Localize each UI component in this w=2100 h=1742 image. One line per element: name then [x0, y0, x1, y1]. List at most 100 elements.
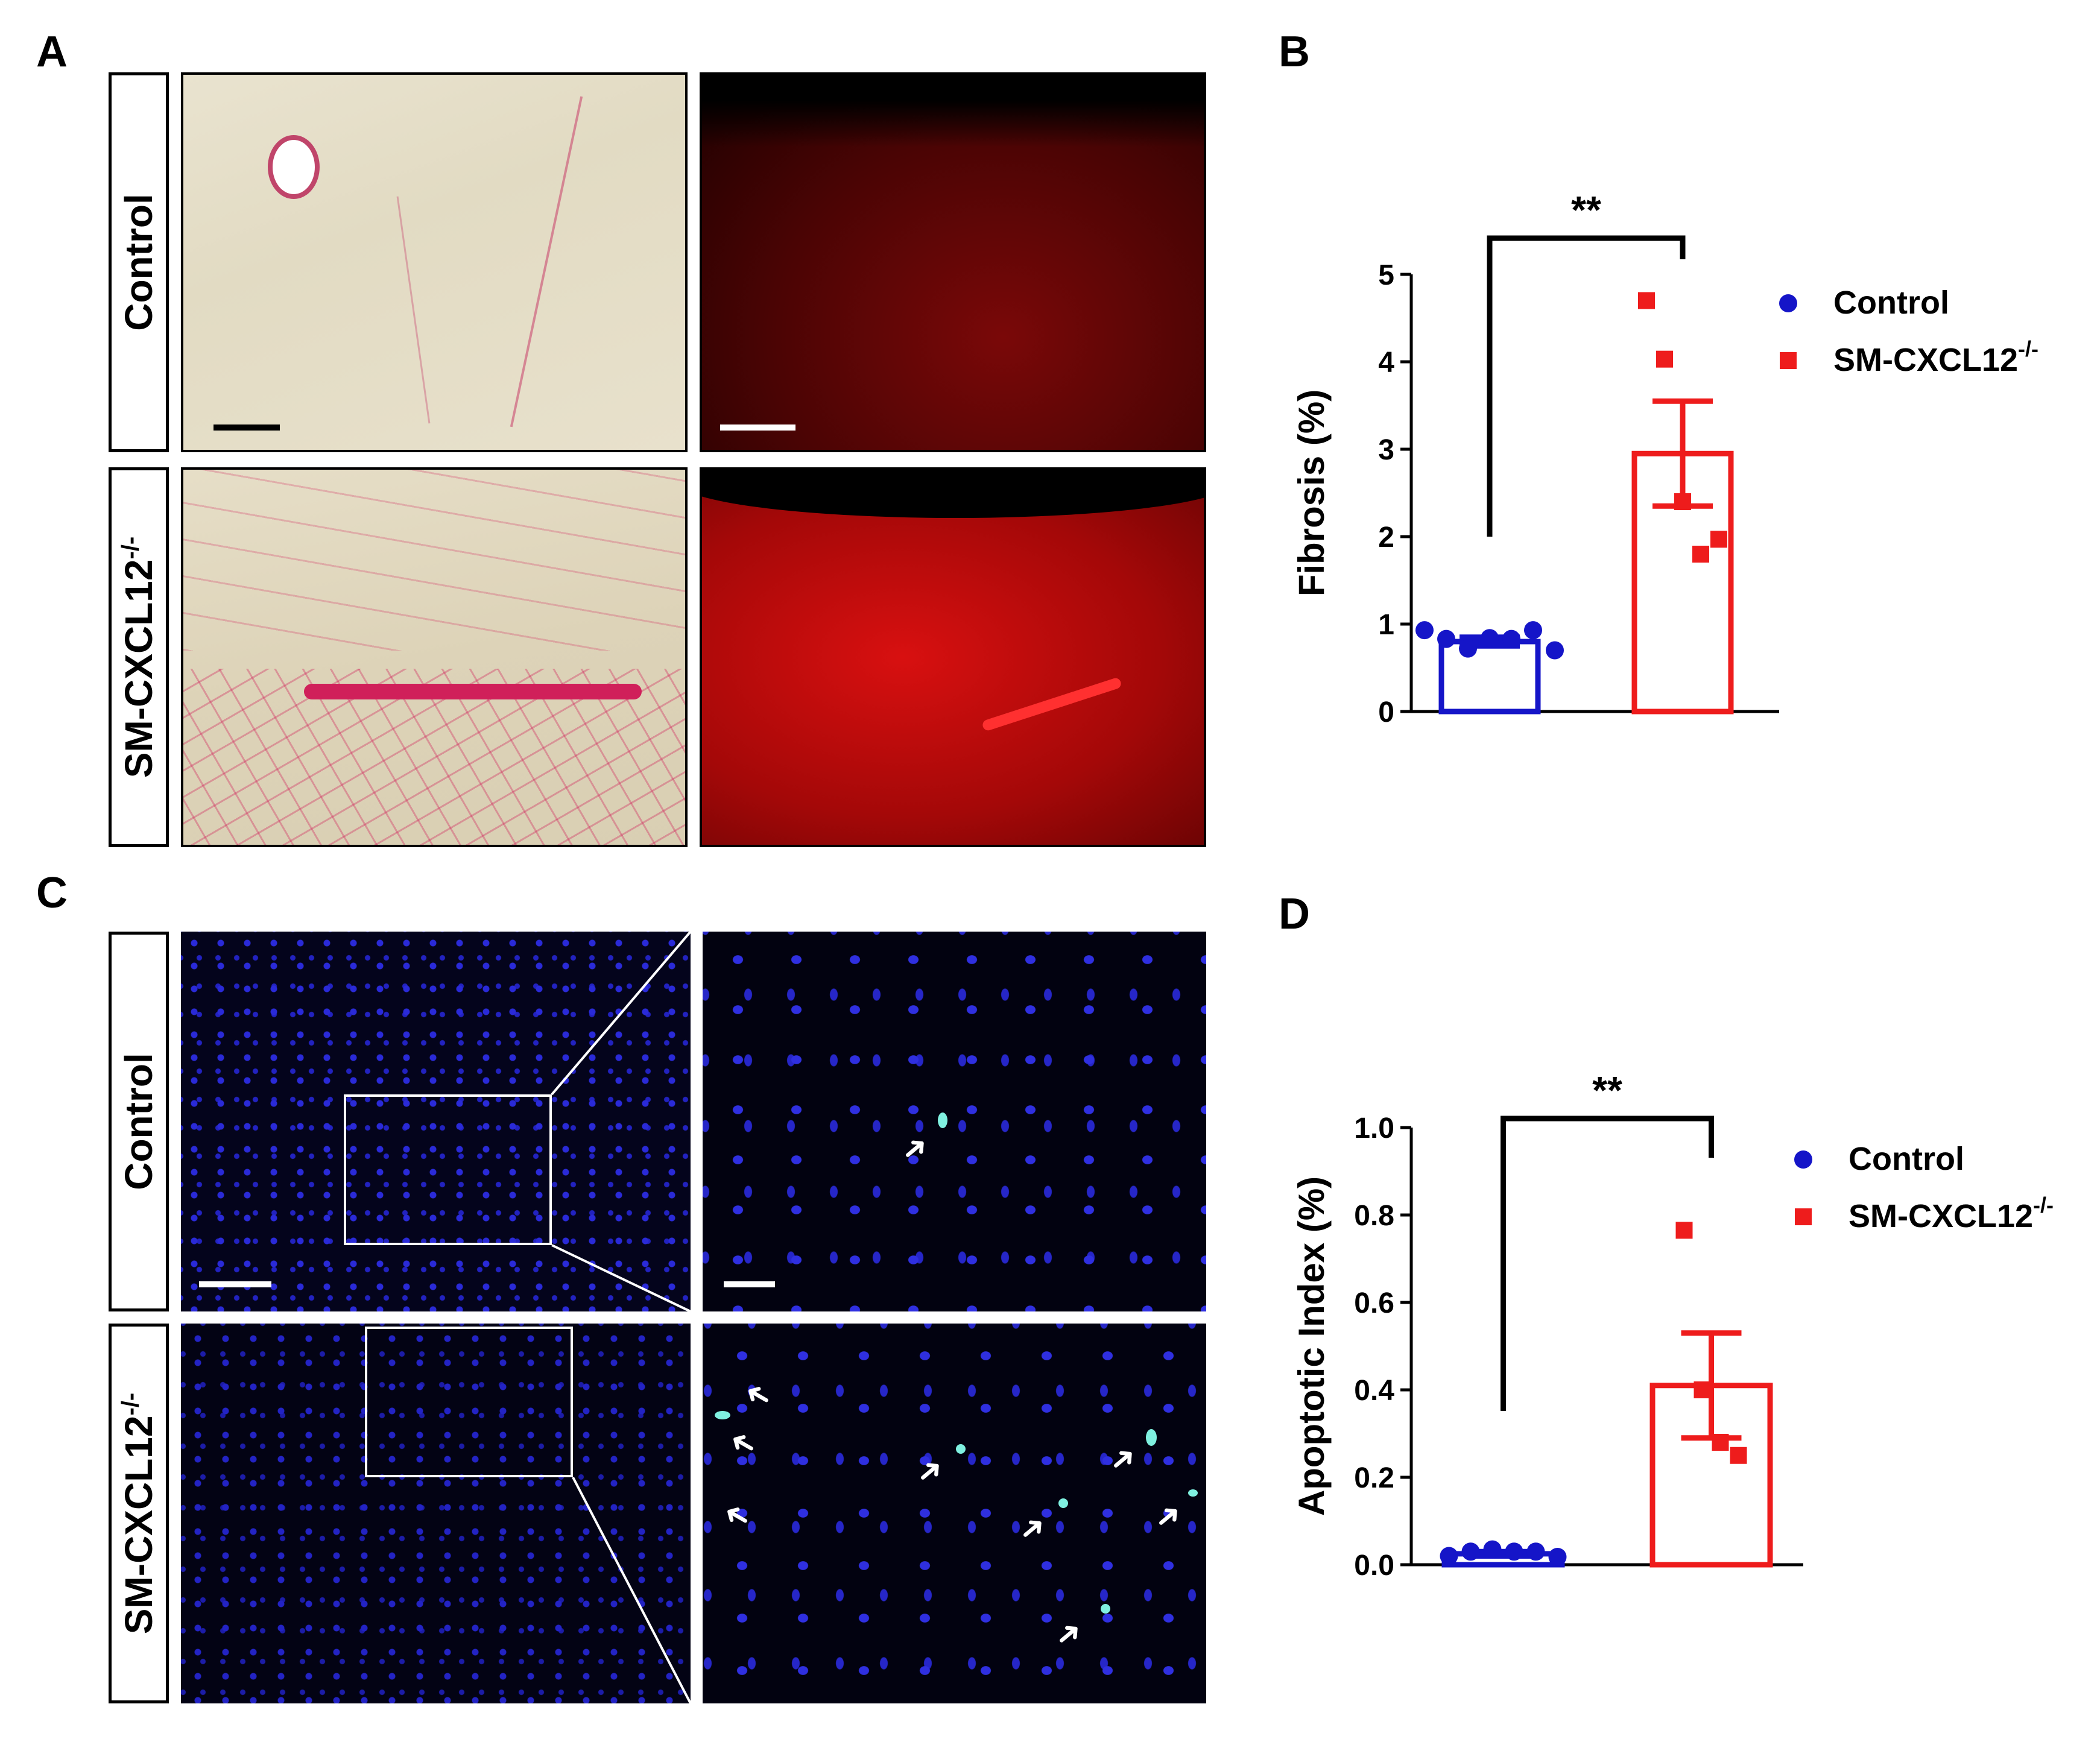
arrow-icon: ➜ [723, 1422, 764, 1466]
arrow-icon: ➜ [1011, 1506, 1054, 1551]
fibrosis-band [304, 684, 642, 699]
y-tick-label: 4 [1378, 347, 1394, 379]
panel-label-a: A [36, 28, 68, 76]
row-label-knockout-c: SM-CXCL12-/- [109, 1324, 169, 1703]
row-label-control-a: Control [109, 72, 169, 452]
data-point-knockout [1710, 531, 1727, 548]
legend-marker-knockout [1795, 1208, 1812, 1225]
y-tick-label: 0.4 [1354, 1375, 1394, 1407]
y-tick-label: 0.2 [1354, 1462, 1394, 1494]
scale-bar [720, 424, 795, 431]
y-tick-label: 1.0 [1354, 1112, 1394, 1144]
legend-label-knockout: SM-CXCL12-/- [1833, 336, 2038, 378]
fibrosis-band [183, 470, 685, 651]
significance-bracket [1487, 235, 1686, 537]
data-point-control [1546, 641, 1564, 660]
data-point-control [1524, 621, 1542, 640]
row-label-text: SM-CXCL12-/- [117, 1392, 160, 1635]
arrow-icon: ➜ [716, 1494, 757, 1539]
y-tick-label: 5 [1378, 259, 1394, 291]
legend-label-knockout: SM-CXCL12-/- [1849, 1193, 2054, 1234]
panel-label-d: D [1279, 890, 1310, 938]
tissue-edge [702, 75, 1204, 147]
tunel-positive-nucleus [1188, 1489, 1198, 1497]
data-point-control [1481, 629, 1499, 648]
fibrosis-band [183, 669, 685, 845]
tissue-edge [702, 470, 1204, 518]
row-label-text: SM-CXCL12-/- [117, 536, 160, 778]
legend-superscript: -/- [2018, 336, 2038, 361]
legend-label-control: Control [1833, 285, 1949, 321]
data-point-control [1483, 1540, 1502, 1559]
legend-superscript: -/- [2033, 1193, 2054, 1217]
legend-label-control: Control [1849, 1141, 1964, 1177]
vessel-icon [268, 135, 320, 199]
data-point-control [1440, 1547, 1458, 1565]
row-label-control-c: Control [109, 932, 169, 1311]
data-point-knockout [1674, 493, 1691, 510]
data-point-control [1505, 1542, 1523, 1561]
significance-label: ** [1571, 188, 1601, 232]
data-point-control [1437, 630, 1455, 648]
data-point-knockout [1656, 350, 1673, 368]
fibre-streak [510, 96, 583, 428]
zoom-box [365, 1327, 573, 1477]
micrograph-a-knockout-picrosirius [181, 467, 688, 847]
fibrosis-band [981, 677, 1122, 732]
micrograph-c-knockout-zoom: ➜ ➜ ➜ ➜ ➜ ➜ ➜ ➜ [703, 1324, 1206, 1703]
micrograph-c-knockout-overview [181, 1324, 691, 1703]
arrow-icon: ➜ [908, 1449, 952, 1494]
data-point-knockout [1694, 1381, 1711, 1398]
data-point-knockout [1730, 1447, 1747, 1464]
tunel-positive-nucleus [956, 1444, 966, 1454]
fibre-streak [396, 196, 431, 424]
data-point-control [1526, 1542, 1545, 1561]
bar-control [1438, 639, 1541, 715]
row-label-text: Control [117, 194, 160, 331]
zoom-box [344, 1094, 552, 1245]
y-tick-label: 0 [1378, 696, 1394, 728]
micrograph-a-control-picrosirius [181, 72, 688, 452]
legend-marker-control [1779, 294, 1797, 312]
data-point-knockout [1638, 292, 1655, 309]
y-axis-label: Fibrosis (%) [1291, 390, 1332, 596]
y-tick-label: 0.0 [1354, 1550, 1394, 1582]
data-point-knockout [1712, 1434, 1729, 1451]
arrow-icon: ➜ [1101, 1437, 1145, 1482]
scale-bar [724, 1281, 775, 1287]
y-tick-label: 0.6 [1354, 1287, 1394, 1319]
y-tick-label: 2 [1378, 522, 1394, 554]
tunel-positive-nucleus [715, 1411, 730, 1419]
tunel-positive-nucleus [1146, 1429, 1157, 1446]
micrograph-a-knockout-fluorescence [700, 467, 1206, 847]
data-point-knockout [1675, 1222, 1693, 1239]
data-point-control [1459, 639, 1477, 658]
arrow-icon: ➜ [1146, 1494, 1190, 1539]
chart-apoptotic-index: 0.0 0.2 0.4 0.6 0.8 1.0 Apoptotic Index (%) ** C… [1291, 1068, 2054, 1582]
micrograph-c-control-overview [181, 932, 691, 1311]
tunel-positive-nucleus [1101, 1604, 1110, 1614]
panel-label-b: B [1279, 28, 1310, 76]
chart-fibrosis: 0 1 2 3 4 5 Fibrosis (%) ** Control SM-CXCL12-/- [1291, 188, 2038, 728]
arrow-icon: ➜ [893, 1126, 937, 1171]
tunel-positive-nucleus [1058, 1498, 1068, 1508]
arrow-icon: ➜ [1047, 1612, 1090, 1656]
bar-knockout [1649, 1383, 1773, 1568]
scale-bar [213, 424, 280, 431]
data-point-control [1415, 621, 1434, 640]
y-axis-label: Apoptotic Index (%) [1291, 1176, 1332, 1516]
significance-bracket [1501, 1116, 1714, 1411]
data-point-control [1548, 1547, 1567, 1566]
y-tick-label: 3 [1378, 434, 1394, 466]
data-point-control [1502, 630, 1520, 648]
legend-marker-control [1794, 1150, 1812, 1169]
panel-label-c: C [36, 869, 68, 917]
micrograph-c-control-zoom: ➜ [703, 932, 1206, 1311]
significance-label: ** [1592, 1068, 1622, 1112]
row-label-knockout-a: SM-CXCL12-/- [109, 467, 169, 847]
micrograph-a-control-fluorescence [700, 72, 1206, 452]
y-tick-label: 1 [1378, 609, 1394, 641]
tunel-positive-nucleus [938, 1112, 947, 1128]
y-tick-label: 0.8 [1354, 1200, 1394, 1232]
row-label-text: Control [117, 1053, 160, 1190]
